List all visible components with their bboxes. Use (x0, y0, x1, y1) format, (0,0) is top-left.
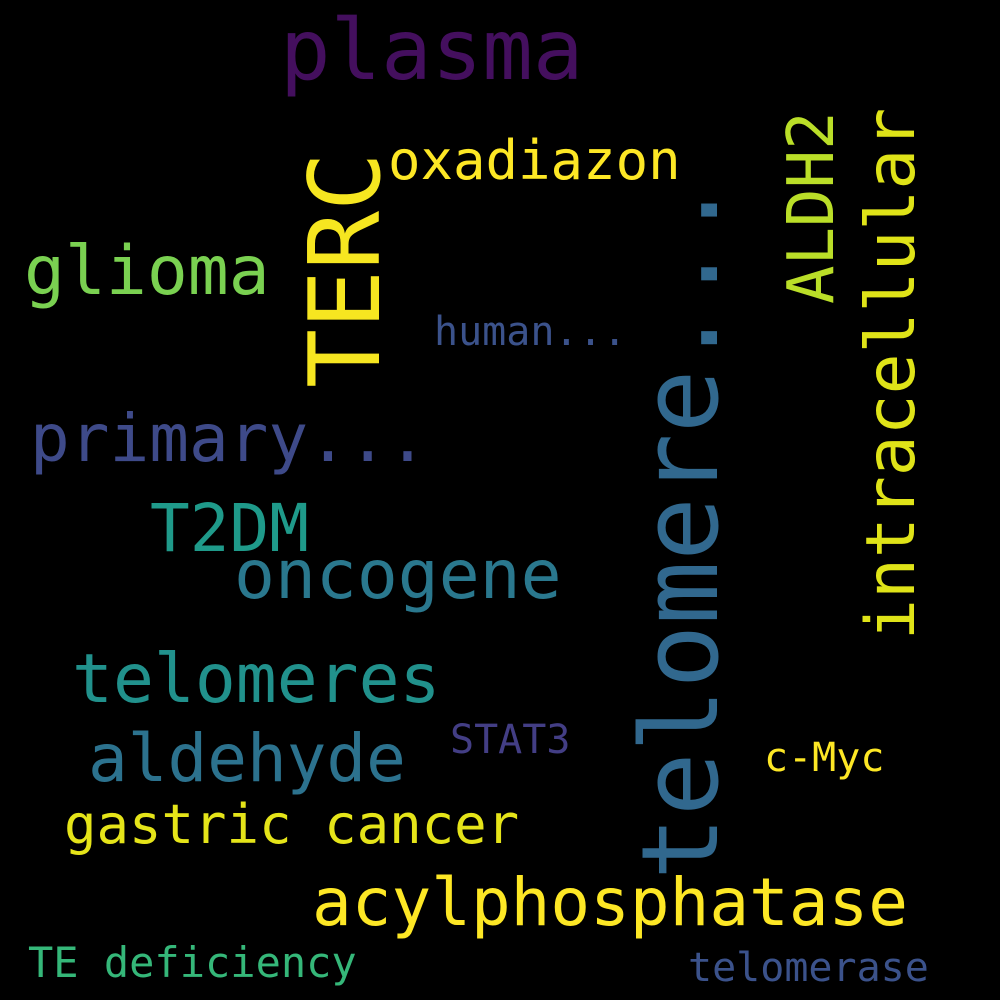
word-c-myc: c-Myc (764, 735, 885, 781)
word-gastric-cancer: gastric cancer (64, 793, 520, 856)
word-aldh2: ALDH2 (775, 111, 849, 304)
word-primary: primary... (30, 400, 428, 477)
word-glioma: glioma (24, 232, 270, 311)
word-oncogene: oncogene (234, 536, 562, 615)
word-telomere: telome​re... (619, 178, 742, 880)
word-oxadiazon: oxadiazon (388, 129, 681, 192)
word-telomerase: telomerase (688, 945, 929, 991)
word-aldehyde: aldehyde (88, 720, 406, 797)
word-acylphosphatase: acylphosphatase (312, 864, 909, 941)
word-plasma: plasma (280, 1, 584, 99)
word-human: human... (434, 309, 627, 355)
word-te-deficiency: TE deficiency (28, 938, 357, 987)
word-stat3: STAT3 (450, 717, 571, 763)
word-t2dm: T2DM (150, 490, 309, 567)
word-terc: TERC (289, 151, 403, 388)
word-telomeres: telomeres (72, 640, 441, 719)
word-intracellular: intracellular (852, 107, 931, 640)
